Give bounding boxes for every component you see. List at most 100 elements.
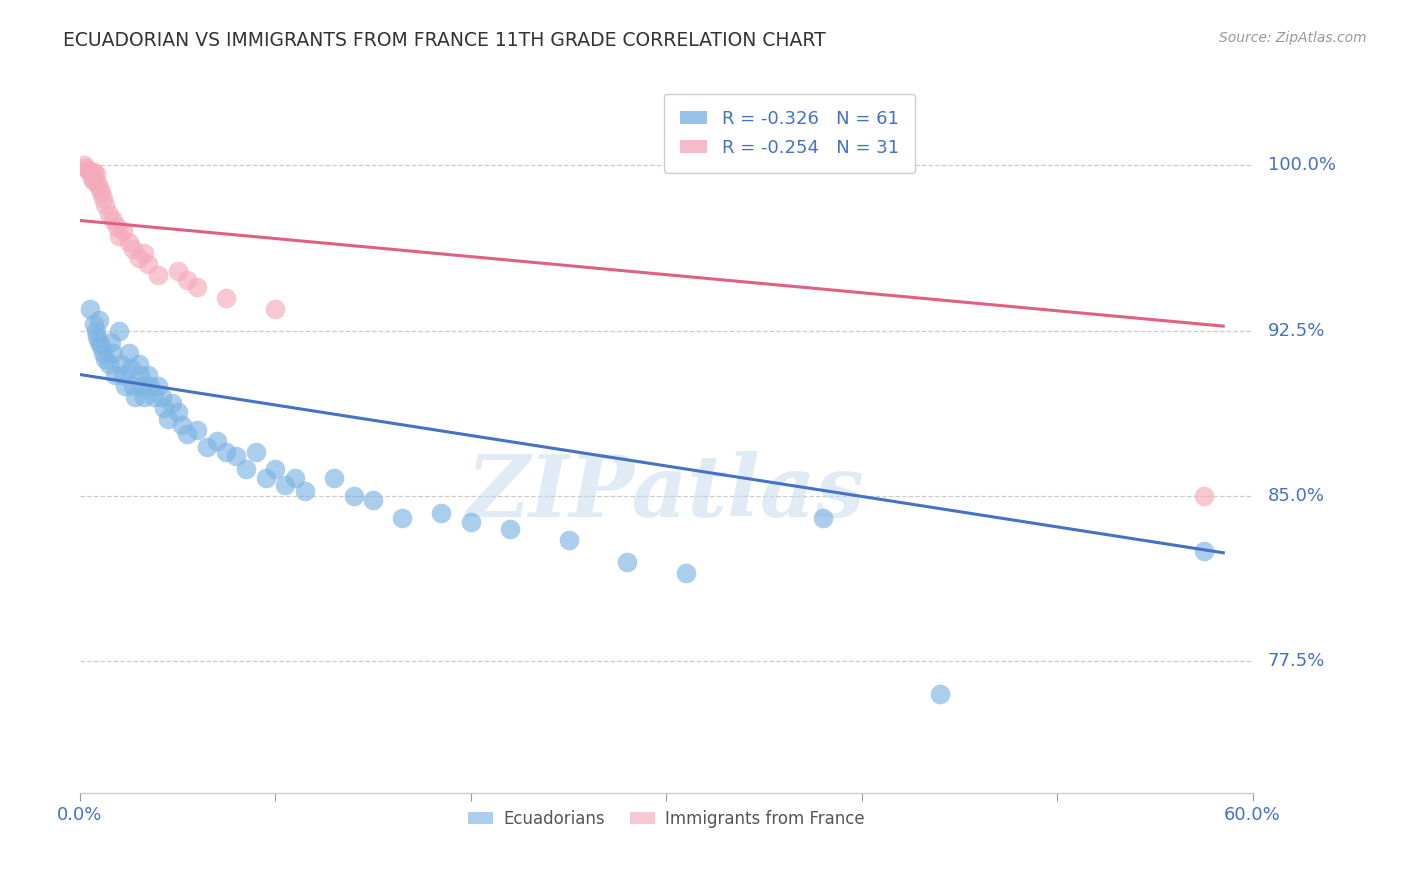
Point [76, 162, 98, 177]
Point [98, 207, 121, 221]
Point [1192, 543, 1215, 558]
Point [225, 449, 247, 463]
Point [121, 378, 143, 392]
Point [118, 235, 141, 250]
Point [146, 378, 169, 392]
Point [83, 174, 105, 188]
Point [114, 378, 136, 392]
Point [89, 334, 111, 349]
Point [195, 440, 218, 454]
Point [928, 687, 950, 701]
Text: 85.0%: 85.0% [1268, 486, 1324, 505]
Text: Source: ZipAtlas.com: Source: ZipAtlas.com [1219, 31, 1367, 45]
Point [89, 180, 111, 194]
Point [86, 176, 108, 190]
Point [90, 339, 112, 353]
Point [205, 434, 228, 448]
Point [111, 225, 134, 239]
Point [128, 251, 150, 265]
Point [284, 471, 307, 485]
Point [84, 167, 107, 181]
Point [460, 515, 482, 529]
Point [118, 345, 141, 359]
Point [1192, 489, 1215, 503]
Point [98, 357, 121, 371]
Point [80, 167, 103, 181]
Point [134, 246, 156, 260]
Point [616, 555, 638, 569]
Text: 77.5%: 77.5% [1268, 652, 1326, 670]
Point [143, 390, 166, 404]
Point [166, 405, 188, 419]
Point [134, 390, 156, 404]
Point [675, 566, 697, 580]
Point [124, 390, 146, 404]
Point [166, 264, 188, 278]
Point [160, 396, 183, 410]
Point [108, 228, 131, 243]
Point [136, 258, 159, 272]
Point [245, 444, 267, 458]
Point [499, 522, 522, 536]
Point [79, 165, 101, 179]
Point [101, 345, 124, 359]
Point [430, 506, 453, 520]
Point [176, 273, 198, 287]
Point [75, 161, 97, 175]
Point [89, 312, 111, 326]
Point [215, 291, 238, 305]
Point [94, 198, 117, 212]
Point [104, 368, 127, 382]
Point [110, 357, 132, 371]
Point [323, 471, 346, 485]
Point [186, 279, 208, 293]
Point [146, 268, 169, 283]
Point [170, 418, 193, 433]
Point [100, 334, 122, 349]
Point [129, 368, 152, 382]
Point [79, 301, 101, 316]
Point [186, 423, 208, 437]
Point [86, 330, 108, 344]
Point [176, 426, 198, 441]
Text: 100.0%: 100.0% [1268, 156, 1336, 175]
Point [90, 185, 112, 199]
Point [235, 462, 257, 476]
Text: ZIPatlas: ZIPatlas [467, 450, 865, 534]
Point [264, 462, 287, 476]
Point [128, 357, 150, 371]
Text: ECUADORIAN VS IMMIGRANTS FROM FRANCE 11TH GRADE CORRELATION CHART: ECUADORIAN VS IMMIGRANTS FROM FRANCE 11T… [63, 31, 825, 50]
Point [108, 324, 131, 338]
Point [111, 368, 134, 382]
Point [150, 390, 173, 404]
Point [156, 411, 179, 425]
Point [557, 533, 579, 547]
Point [105, 220, 128, 235]
Point [73, 159, 96, 173]
Point [131, 378, 153, 392]
Point [254, 471, 277, 485]
Point [84, 324, 107, 338]
Point [342, 489, 364, 503]
Point [101, 213, 124, 227]
Point [83, 165, 105, 179]
Point [361, 493, 384, 508]
Point [264, 301, 287, 316]
Point [215, 444, 238, 458]
Legend: Ecuadorians, Immigrants from France: Ecuadorians, Immigrants from France [461, 803, 872, 834]
Point [139, 378, 162, 392]
Point [811, 510, 834, 524]
Point [94, 352, 117, 367]
Point [91, 345, 114, 359]
Point [120, 360, 142, 375]
Point [121, 242, 143, 256]
Text: 92.5%: 92.5% [1268, 321, 1326, 340]
Point [391, 510, 413, 524]
Point [294, 484, 316, 499]
Point [136, 368, 159, 382]
Point [153, 401, 176, 415]
Point [274, 477, 297, 491]
Point [80, 171, 103, 186]
Point [91, 192, 114, 206]
Point [83, 317, 105, 331]
